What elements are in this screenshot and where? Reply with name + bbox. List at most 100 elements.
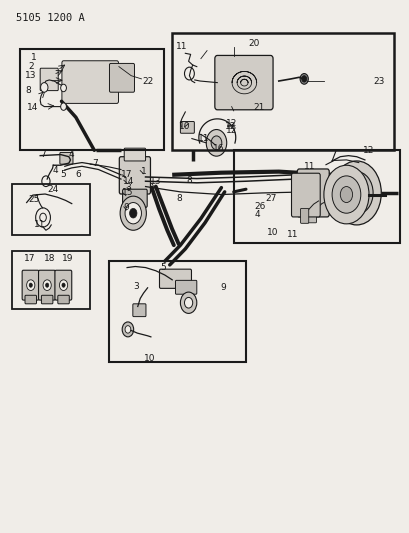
FancyBboxPatch shape <box>297 169 328 217</box>
Text: 11: 11 <box>198 134 209 143</box>
FancyBboxPatch shape <box>60 152 73 164</box>
FancyBboxPatch shape <box>214 55 272 110</box>
FancyBboxPatch shape <box>22 270 39 300</box>
FancyBboxPatch shape <box>62 61 118 103</box>
Text: 1: 1 <box>141 167 147 176</box>
Bar <box>12 251 90 309</box>
Circle shape <box>27 280 35 290</box>
Text: 16: 16 <box>213 144 224 152</box>
Circle shape <box>180 292 196 313</box>
FancyBboxPatch shape <box>38 270 55 300</box>
Circle shape <box>323 165 368 224</box>
Text: 19: 19 <box>62 254 74 263</box>
Text: 12: 12 <box>225 126 236 135</box>
Circle shape <box>339 172 372 214</box>
Circle shape <box>331 176 360 213</box>
FancyBboxPatch shape <box>109 63 134 92</box>
Text: 16: 16 <box>311 173 322 181</box>
FancyBboxPatch shape <box>159 269 191 288</box>
FancyBboxPatch shape <box>40 68 58 91</box>
Circle shape <box>184 67 194 80</box>
Text: 10: 10 <box>266 228 277 237</box>
Text: 6: 6 <box>76 171 81 179</box>
Circle shape <box>61 84 66 92</box>
Text: 17: 17 <box>24 254 35 263</box>
Text: 20: 20 <box>247 39 259 48</box>
Circle shape <box>29 283 32 287</box>
Circle shape <box>125 326 130 333</box>
Text: 13: 13 <box>25 71 37 80</box>
Text: 2: 2 <box>28 62 34 71</box>
Text: 10: 10 <box>143 354 155 362</box>
Text: 11: 11 <box>303 162 315 171</box>
Circle shape <box>212 141 220 151</box>
Circle shape <box>129 208 137 218</box>
Bar <box>12 184 90 235</box>
FancyBboxPatch shape <box>300 208 308 223</box>
Text: 4: 4 <box>52 166 58 175</box>
FancyBboxPatch shape <box>25 295 36 304</box>
Text: 9: 9 <box>220 284 226 292</box>
Circle shape <box>125 203 141 224</box>
Text: 18: 18 <box>44 254 56 263</box>
Circle shape <box>211 136 221 150</box>
Circle shape <box>299 74 308 84</box>
Bar <box>233 150 399 243</box>
Text: 8: 8 <box>25 86 31 95</box>
Text: 7: 7 <box>40 150 46 159</box>
Text: 8: 8 <box>186 176 192 184</box>
Circle shape <box>301 76 306 82</box>
Circle shape <box>353 189 359 197</box>
FancyBboxPatch shape <box>133 304 146 317</box>
Text: 3: 3 <box>133 282 139 291</box>
Circle shape <box>331 161 380 225</box>
Text: 8: 8 <box>176 194 182 203</box>
Text: 25: 25 <box>28 196 39 204</box>
Text: 12: 12 <box>224 123 236 131</box>
FancyBboxPatch shape <box>122 189 147 207</box>
Circle shape <box>36 208 50 227</box>
Text: 23: 23 <box>372 77 384 85</box>
Bar <box>20 49 164 150</box>
Text: 14: 14 <box>27 103 38 112</box>
FancyBboxPatch shape <box>175 280 196 294</box>
Circle shape <box>348 182 364 204</box>
FancyBboxPatch shape <box>307 207 316 223</box>
FancyBboxPatch shape <box>55 270 72 300</box>
Text: 9: 9 <box>123 204 128 212</box>
Text: 21: 21 <box>253 103 264 112</box>
Circle shape <box>40 213 46 222</box>
Text: 26: 26 <box>254 202 265 211</box>
FancyBboxPatch shape <box>58 295 69 304</box>
Circle shape <box>59 280 67 290</box>
FancyBboxPatch shape <box>180 122 194 133</box>
Text: 4: 4 <box>254 211 260 219</box>
Text: 17: 17 <box>121 171 133 179</box>
Text: 3: 3 <box>125 183 131 192</box>
FancyBboxPatch shape <box>41 295 53 304</box>
Bar <box>108 261 245 362</box>
Text: 5: 5 <box>61 171 66 179</box>
Circle shape <box>61 103 66 110</box>
Text: 13: 13 <box>149 177 161 185</box>
FancyBboxPatch shape <box>124 148 145 161</box>
Text: 5105 1200 A: 5105 1200 A <box>16 13 84 23</box>
Circle shape <box>339 187 352 203</box>
Text: 1: 1 <box>31 53 36 62</box>
Text: 11: 11 <box>286 230 298 239</box>
Text: 5: 5 <box>160 263 165 272</box>
Text: 27: 27 <box>265 194 276 203</box>
Circle shape <box>45 283 49 287</box>
Circle shape <box>184 297 192 308</box>
Text: 11: 11 <box>176 43 187 51</box>
Circle shape <box>120 196 146 230</box>
Text: 14: 14 <box>123 177 134 185</box>
Circle shape <box>42 176 50 187</box>
Circle shape <box>206 130 226 156</box>
Text: 10: 10 <box>178 123 190 131</box>
Text: 7: 7 <box>92 159 98 168</box>
Bar <box>172 33 393 150</box>
Text: 12: 12 <box>362 146 374 155</box>
Text: 22: 22 <box>142 77 153 85</box>
Text: 15: 15 <box>122 189 133 197</box>
